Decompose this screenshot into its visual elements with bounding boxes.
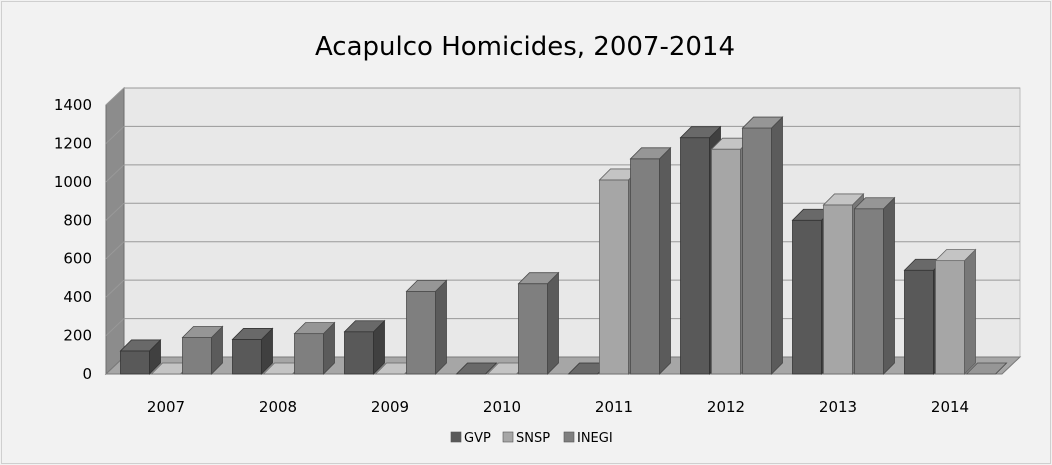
side-wall — [105, 86, 125, 376]
bar — [934, 248, 977, 375]
legend-label: GVP — [464, 431, 491, 446]
legend-item: GVP — [450, 431, 491, 446]
gridline-side — [105, 202, 125, 221]
x-tick-label: 2010 — [483, 398, 521, 416]
legend-item: SNSP — [502, 431, 550, 446]
gridline-side — [105, 126, 125, 144]
bar-front — [406, 290, 436, 375]
bar-front — [294, 333, 324, 375]
bar-front — [120, 350, 150, 375]
bar — [853, 196, 896, 375]
x-tick-label: 2012 — [707, 398, 745, 416]
bar-top — [405, 279, 448, 292]
bar-front — [711, 148, 741, 375]
legend-label: INEGI — [577, 431, 613, 446]
bar-front — [854, 208, 884, 375]
bar-top — [934, 249, 977, 262]
gridline-side — [105, 318, 125, 336]
bar-top — [629, 147, 672, 160]
y-tick-label: 600 — [63, 250, 92, 268]
gridline-side — [105, 279, 125, 298]
bar-side — [771, 116, 783, 375]
bar — [293, 321, 336, 375]
bar-front — [742, 127, 772, 375]
bar-front — [599, 179, 629, 375]
bar — [517, 271, 560, 375]
x-tick-label: 2014 — [931, 398, 969, 416]
legend-swatch — [450, 431, 462, 443]
bar — [741, 116, 784, 375]
y-tick-label: 800 — [63, 211, 92, 229]
legend-item: INEGI — [563, 431, 613, 446]
chart-title: Acapulco Homicides, 2007-2014 — [315, 32, 735, 62]
bar-top — [119, 339, 162, 352]
y-tick-label: 1400 — [54, 96, 92, 114]
bar-front — [823, 204, 853, 375]
y-tick-label: 0 — [82, 365, 92, 383]
bar-side — [964, 248, 976, 375]
bar-top — [822, 193, 865, 206]
legend-swatch — [563, 431, 575, 443]
y-axis-ticks: 0 200 400 600 800 1000 1200 1400 — [54, 96, 92, 383]
bar — [455, 362, 498, 375]
bar — [965, 362, 1008, 375]
bar-top — [517, 272, 560, 285]
bar — [181, 325, 224, 375]
bar-front — [232, 339, 262, 375]
bar-front — [935, 260, 965, 375]
bar — [119, 338, 162, 375]
legend-swatch — [502, 431, 514, 443]
bar-front — [904, 269, 934, 375]
bar-top — [293, 322, 336, 335]
bar-top — [181, 326, 224, 338]
y-tick-label: 200 — [63, 327, 92, 345]
legend: GVP SNSP INEGI — [450, 431, 613, 446]
bar-side — [659, 146, 671, 375]
x-tick-label: 2011 — [595, 398, 633, 416]
bar-top — [343, 320, 386, 333]
x-tick-label: 2013 — [819, 398, 857, 416]
gridline-side — [105, 164, 125, 183]
bar — [629, 146, 672, 375]
bar-front — [182, 337, 212, 375]
bar — [343, 319, 386, 375]
bar-top — [741, 116, 784, 129]
bar-side — [883, 196, 895, 375]
y-tick-label: 400 — [63, 288, 92, 306]
bar-top — [965, 362, 1008, 375]
y-tick-label: 1200 — [54, 134, 92, 152]
bar-top — [853, 197, 896, 210]
bar — [405, 279, 448, 375]
x-axis-ticks: 2007 2008 2009 2010 2011 2012 2013 2014 — [147, 398, 969, 416]
legend-label: SNSP — [516, 431, 550, 446]
x-tick-label: 2009 — [371, 398, 409, 416]
bar-side — [435, 279, 447, 375]
bar-front — [680, 137, 710, 375]
bar-top — [231, 328, 274, 340]
bar — [231, 327, 274, 375]
x-tick-label: 2008 — [259, 398, 297, 416]
bar-front — [630, 158, 660, 375]
gridline-side — [105, 87, 125, 106]
bar-side — [547, 271, 559, 375]
bar-front — [344, 331, 374, 375]
gridline-side — [105, 241, 125, 260]
bar-front — [518, 283, 548, 375]
bar-top — [455, 362, 498, 375]
bar-top — [679, 126, 722, 139]
x-tick-label: 2007 — [147, 398, 185, 416]
bar-front — [792, 219, 822, 375]
bars — [119, 116, 1008, 375]
y-tick-label: 1000 — [54, 173, 92, 191]
